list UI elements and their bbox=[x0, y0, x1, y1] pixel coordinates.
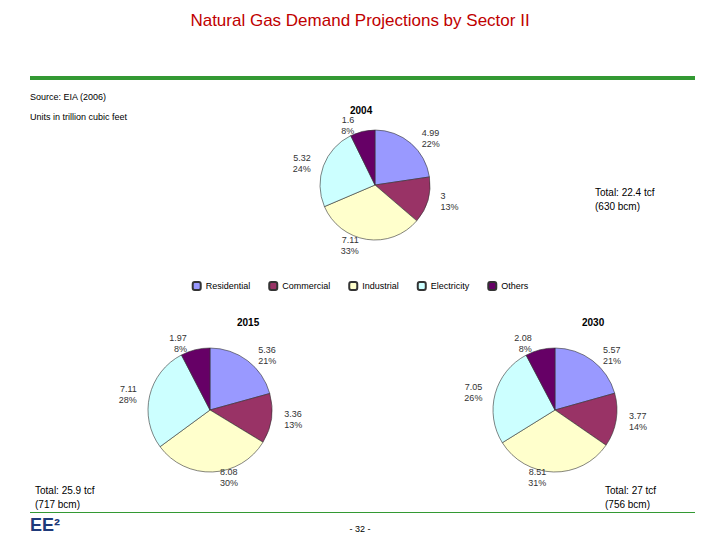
svg-text:5.36: 5.36 bbox=[258, 345, 276, 355]
svg-text:21%: 21% bbox=[258, 356, 276, 366]
svg-text:Industrial: Industrial bbox=[362, 281, 399, 291]
svg-text:21%: 21% bbox=[603, 356, 621, 366]
svg-text:Commercial: Commercial bbox=[282, 281, 330, 291]
svg-text:5.57: 5.57 bbox=[603, 345, 621, 355]
svg-text:13%: 13% bbox=[441, 202, 459, 212]
svg-text:(630 bcm): (630 bcm) bbox=[595, 201, 640, 212]
svg-text:2.08: 2.08 bbox=[514, 333, 532, 343]
svg-text:Units in trillion cubic feet: Units in trillion cubic feet bbox=[30, 112, 128, 122]
svg-text:4.99: 4.99 bbox=[422, 128, 440, 138]
svg-text:14%: 14% bbox=[629, 422, 647, 432]
svg-text:22%: 22% bbox=[422, 139, 440, 149]
svg-text:3.36: 3.36 bbox=[284, 409, 302, 419]
svg-text:1.6: 1.6 bbox=[342, 115, 355, 125]
svg-text:Electricity: Electricity bbox=[431, 281, 470, 291]
svg-text:3.77: 3.77 bbox=[629, 411, 647, 421]
svg-text:7.05: 7.05 bbox=[465, 382, 483, 392]
svg-text:Total: 27 tcf: Total: 27 tcf bbox=[605, 485, 656, 496]
svg-text:- 32 -: - 32 - bbox=[349, 524, 370, 534]
svg-text:31%: 31% bbox=[528, 478, 546, 488]
svg-text:7.11: 7.11 bbox=[342, 235, 359, 245]
svg-text:8%: 8% bbox=[519, 344, 532, 354]
svg-text:5.32: 5.32 bbox=[293, 153, 311, 163]
svg-text:1.97: 1.97 bbox=[169, 333, 187, 343]
svg-text:26%: 26% bbox=[464, 393, 482, 403]
svg-text:8.08: 8.08 bbox=[220, 467, 238, 477]
svg-text:EE²: EE² bbox=[30, 515, 60, 535]
svg-text:3: 3 bbox=[441, 191, 446, 201]
svg-text:Others: Others bbox=[501, 281, 529, 291]
svg-text:Total: 22.4 tcf: Total: 22.4 tcf bbox=[595, 187, 655, 198]
svg-text:Total: 25.9 tcf: Total: 25.9 tcf bbox=[35, 485, 95, 496]
svg-text:2004: 2004 bbox=[350, 105, 373, 116]
svg-text:2015: 2015 bbox=[237, 317, 260, 328]
svg-text:(717 bcm): (717 bcm) bbox=[35, 499, 80, 510]
svg-text:30%: 30% bbox=[220, 478, 238, 488]
svg-text:Residential: Residential bbox=[206, 281, 251, 291]
svg-text:8.51: 8.51 bbox=[529, 467, 547, 477]
svg-text:24%: 24% bbox=[293, 164, 311, 174]
svg-text:8%: 8% bbox=[174, 344, 187, 354]
svg-text:2030: 2030 bbox=[582, 317, 605, 328]
svg-text:28%: 28% bbox=[119, 395, 137, 405]
svg-text:33%: 33% bbox=[341, 246, 359, 256]
svg-text:7.11: 7.11 bbox=[120, 384, 137, 394]
svg-text:Natural Gas Demand Projections: Natural Gas Demand Projections by Sector… bbox=[190, 11, 529, 30]
svg-text:(756 bcm): (756 bcm) bbox=[605, 499, 650, 510]
svg-text:Source: EIA (2006): Source: EIA (2006) bbox=[30, 92, 106, 102]
svg-text:13%: 13% bbox=[284, 420, 302, 430]
svg-text:8%: 8% bbox=[341, 126, 354, 136]
